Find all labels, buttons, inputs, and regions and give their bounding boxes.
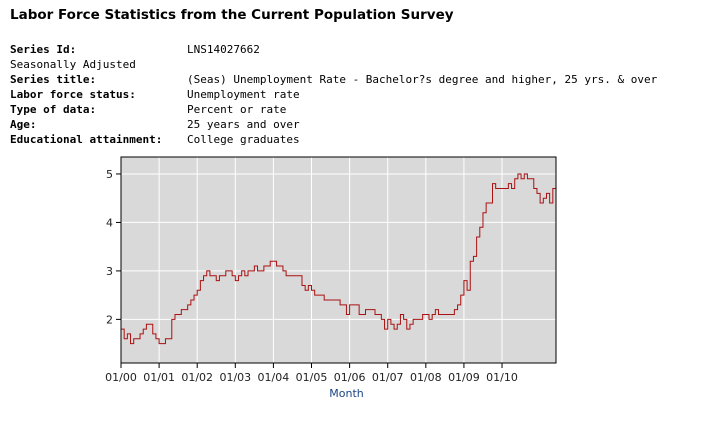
meta-value: College graduates xyxy=(187,133,300,146)
y-tick-label: 5 xyxy=(106,168,113,181)
plot-border xyxy=(120,156,557,364)
x-tick-label: 01/02 xyxy=(181,371,213,384)
y-axis: 2 3 4 5 xyxy=(106,168,121,326)
meta-value: Percent or rate xyxy=(187,103,287,116)
x-tick-label: 01/08 xyxy=(410,371,442,384)
meta-label: Seasonally Adjusted xyxy=(10,58,136,71)
meta-label: Series Id: xyxy=(10,43,77,56)
meta-value: (Seas) Unemployment Rate - Bachelor?s de… xyxy=(187,73,658,86)
meta-label: Labor force status: xyxy=(10,88,136,101)
x-tick-label: 01/06 xyxy=(334,371,366,384)
meta-value: 25 years and over xyxy=(187,118,300,131)
page-title: Labor Force Statistics from the Current … xyxy=(10,7,454,23)
x-tick-label: 01/09 xyxy=(448,371,480,384)
meta-label: Educational attainment: xyxy=(10,133,163,146)
meta-label: Series title: xyxy=(10,73,97,86)
meta-label: Type of data: xyxy=(10,103,97,116)
x-axis-title: Month xyxy=(329,387,364,400)
x-tick-label: 01/04 xyxy=(258,371,290,384)
x-tick-label: 01/01 xyxy=(143,371,175,384)
x-tick-label: 01/07 xyxy=(372,371,404,384)
y-tick-label: 2 xyxy=(106,313,113,326)
meta-value: LNS14027662 xyxy=(187,43,260,56)
x-tick-label: 01/00 xyxy=(105,371,137,384)
x-tick-label: 01/05 xyxy=(296,371,328,384)
x-tick-label: 01/10 xyxy=(486,371,518,384)
meta-label: Age: xyxy=(10,118,37,131)
x-axis: 01/00 01/01 01/02 01/03 01/04 01/05 01/06 01/07… xyxy=(105,363,518,384)
plot-area xyxy=(121,157,556,363)
series-line xyxy=(121,173,556,345)
y-tick-label: 4 xyxy=(106,216,113,229)
meta-value: Unemployment rate xyxy=(187,88,300,101)
x-tick-label: 01/03 xyxy=(219,371,251,384)
y-tick-label: 3 xyxy=(106,265,113,278)
